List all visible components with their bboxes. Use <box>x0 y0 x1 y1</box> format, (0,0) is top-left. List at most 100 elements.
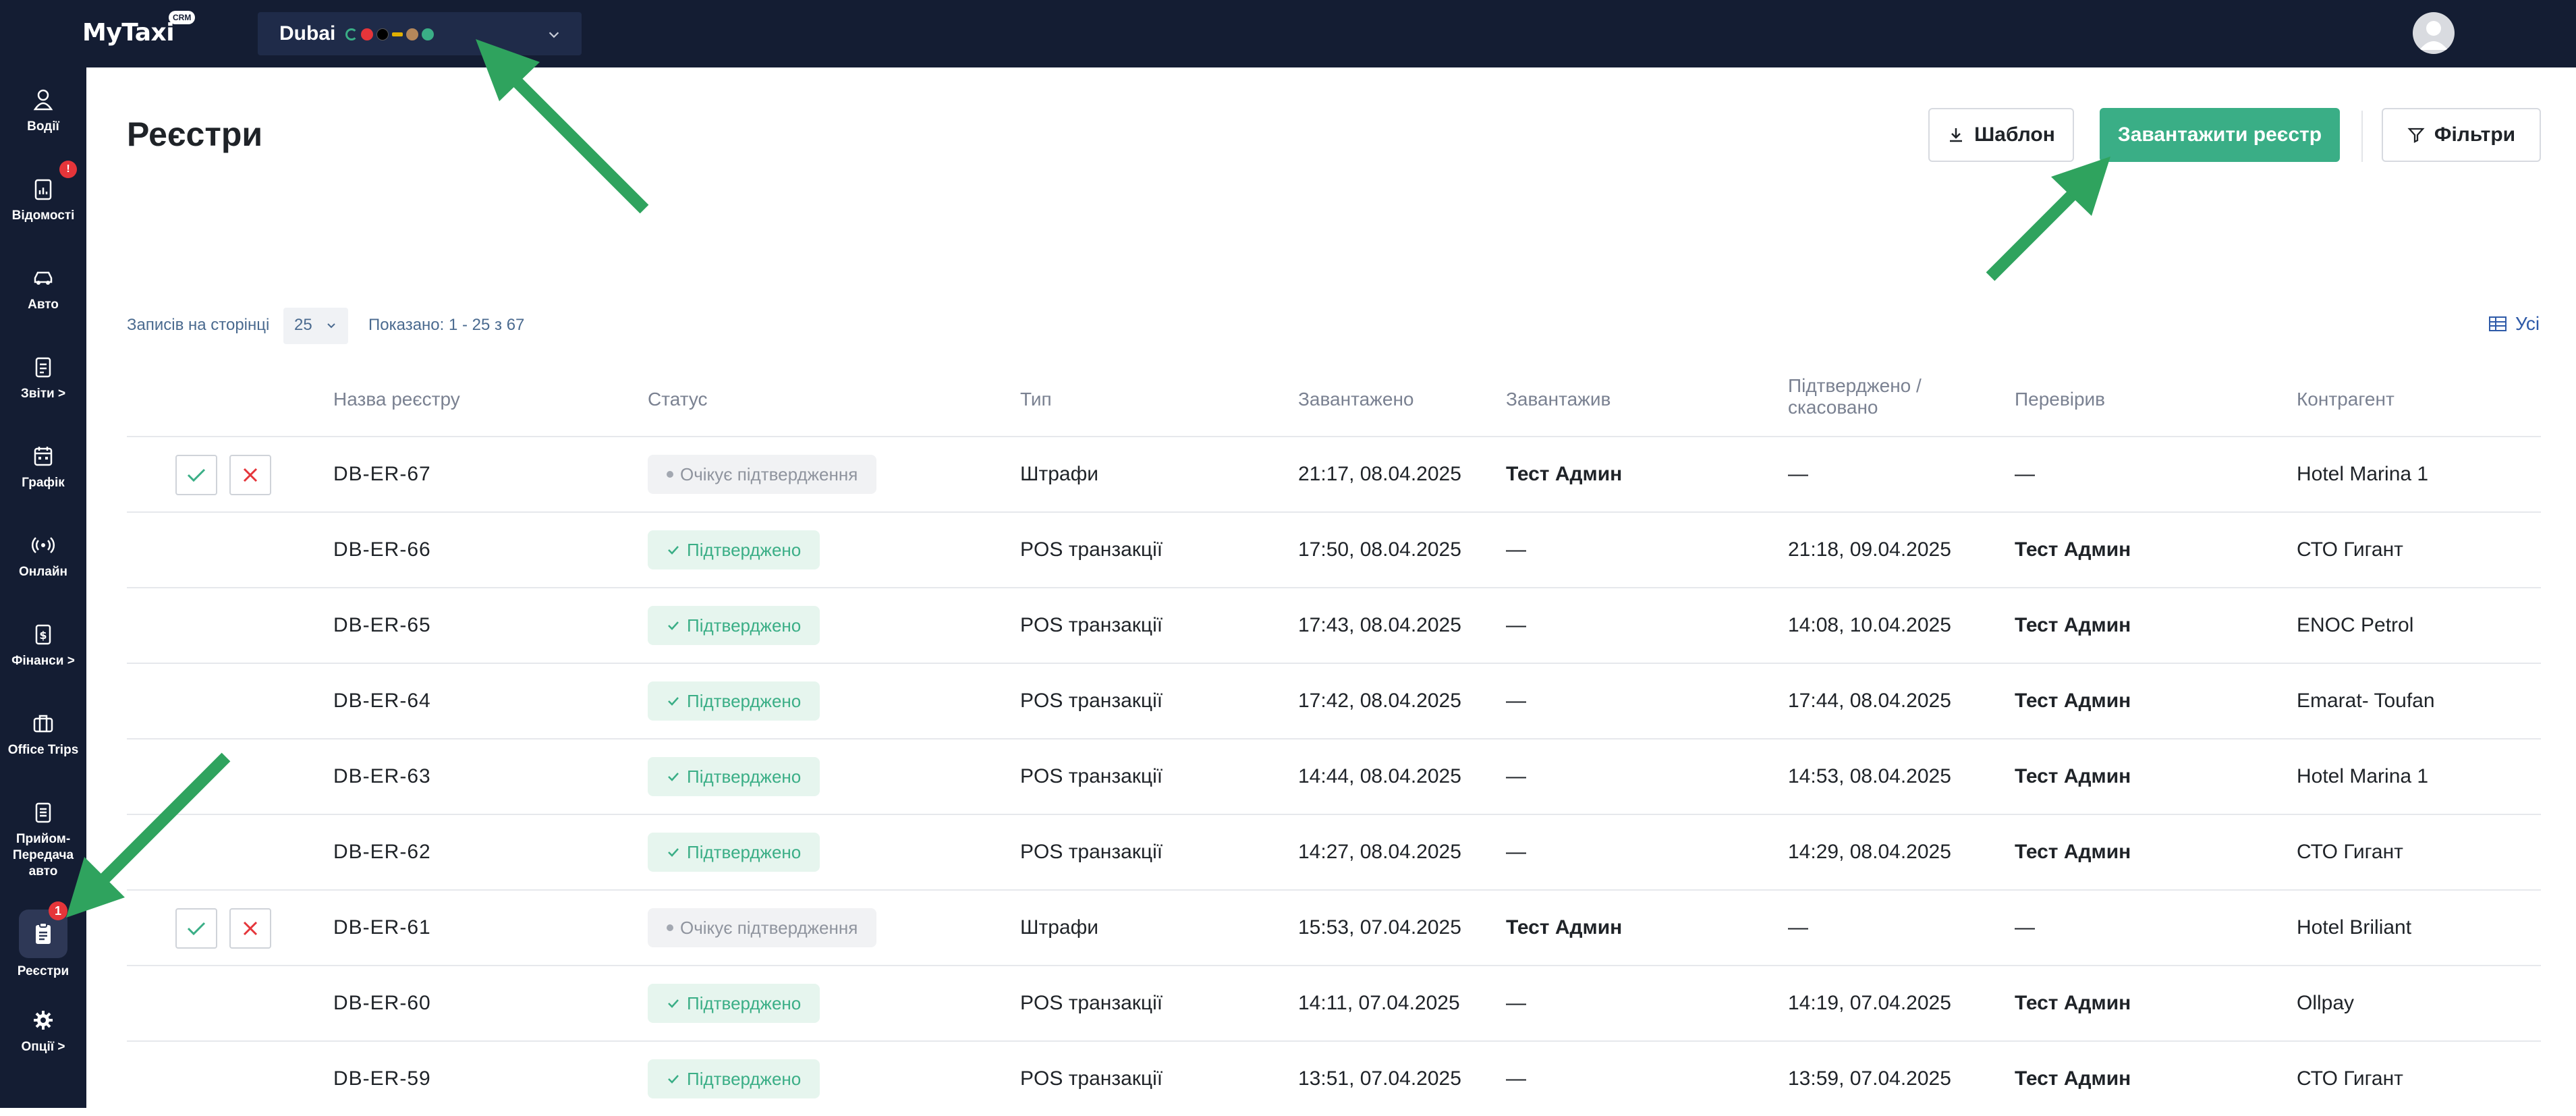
status-badge: Підтверджено <box>648 606 820 645</box>
confirmed-at: 13:59, 07.04.2025 <box>1788 1067 1951 1090</box>
filters-button[interactable]: Фільтри <box>2382 108 2541 162</box>
top-bar: MyTaxi CRM Dubai <box>0 0 2576 67</box>
sidebar-item-statements[interactable]: ! Відомості <box>0 161 86 224</box>
check-icon <box>187 468 206 482</box>
pending-dot-icon <box>667 471 673 478</box>
sidebar-item-office-trips[interactable]: Office Trips <box>0 710 86 758</box>
registry-name[interactable]: DB-ER-66 <box>333 538 431 561</box>
svg-text:$: $ <box>39 629 47 642</box>
table-row[interactable]: DB-ER-63 Підтверджено POS транзакції 14:44,… <box>127 738 2541 814</box>
sidebar-item-online[interactable]: Онлайн <box>0 532 86 580</box>
city-selector[interactable]: Dubai <box>258 12 582 55</box>
sidebar-item-reports[interactable]: Звіти > <box>0 354 86 402</box>
clipboard-chart-icon <box>34 179 52 200</box>
sidebar-item-label: Office Trips <box>7 743 79 757</box>
column-header-uploaded[interactable]: Завантажено <box>1298 389 1414 410</box>
table-row[interactable]: DB-ER-60 Підтверджено POS транзакції 14:11,… <box>127 965 2541 1040</box>
registry-type: Штрафи <box>1020 916 1099 939</box>
registry-name[interactable]: DB-ER-62 <box>333 841 431 863</box>
sidebar-item-finance[interactable]: $ Фінанси > <box>0 621 86 669</box>
user-avatar[interactable] <box>2413 12 2455 54</box>
upload-registry-button[interactable]: Завантажити реєстр <box>2100 108 2340 162</box>
sidebar-item-drivers[interactable]: Водії <box>0 86 86 135</box>
registry-type: POS транзакції <box>1020 614 1163 636</box>
reject-button[interactable] <box>229 908 271 949</box>
confirmed-at: — <box>1788 916 1808 939</box>
registry-name[interactable]: DB-ER-60 <box>333 992 431 1014</box>
registry-name[interactable]: DB-ER-67 <box>333 463 431 485</box>
status-text: Підтверджено <box>687 539 802 560</box>
sidebar-item-label: Водії <box>27 119 59 134</box>
columns-toggle[interactable]: Усі <box>2488 313 2540 335</box>
app-logo[interactable]: MyTaxi <box>82 19 175 47</box>
city-name: Dubai <box>279 22 336 45</box>
checked-by: Тест Админ <box>2015 841 2131 863</box>
registry-type: POS транзакції <box>1020 841 1163 863</box>
document-icon <box>35 802 51 823</box>
check-icon <box>668 621 679 630</box>
column-header-status[interactable]: Статус <box>648 389 708 410</box>
column-header-type[interactable]: Тип <box>1020 389 1052 410</box>
confirmed-at: — <box>1788 463 1808 485</box>
checked-by: Тест Админ <box>2015 1067 2131 1090</box>
sidebar-item-label: Звіти > <box>20 387 66 401</box>
status-text: Підтверджено <box>687 766 802 787</box>
status-badge: Очікує підтвердження <box>648 455 877 494</box>
registry-name[interactable]: DB-ER-59 <box>333 1067 431 1090</box>
sidebar-item-cars[interactable]: Авто <box>0 264 86 313</box>
sidebar-item-registries[interactable]: 1 Реєстри <box>0 901 86 980</box>
sidebar-item-schedule[interactable]: Графік <box>0 443 86 491</box>
logo-badge: CRM <box>169 11 196 24</box>
uploaded-at: 14:11, 07.04.2025 <box>1298 992 1460 1014</box>
column-header-checker[interactable]: Перевірив <box>2015 389 2106 410</box>
per-page-label: Записів на сторінці <box>127 316 270 334</box>
checked-by: — <box>2015 463 2035 485</box>
checked-by: Тест Админ <box>2015 538 2131 561</box>
registry-type: POS транзакції <box>1020 992 1163 1014</box>
registry-name[interactable]: DB-ER-65 <box>333 614 431 636</box>
table-icon <box>2489 316 2507 331</box>
column-header-name[interactable]: Назва реєстру <box>333 389 460 410</box>
table-row[interactable]: DB-ER-62 Підтверджено POS транзакції 14:27,… <box>127 814 2541 889</box>
status-badge: Підтверджено <box>648 681 820 721</box>
counterparty: Ollpay <box>2297 992 2355 1014</box>
registry-name[interactable]: DB-ER-64 <box>333 690 431 712</box>
approve-button[interactable] <box>175 455 217 495</box>
table-row[interactable]: DB-ER-59 Підтверджено POS транзакції 13:51,… <box>127 1040 2541 1116</box>
close-icon <box>243 468 258 482</box>
table-row[interactable]: DB-ER-67 Очікує підтвердження Штрафи 21:17,… <box>127 436 2541 511</box>
registry-name[interactable]: DB-ER-61 <box>333 916 431 939</box>
template-button-label: Шаблон <box>1974 123 2055 146</box>
sidebar-item-label: Фінанси > <box>11 654 75 668</box>
download-icon <box>1950 128 1963 142</box>
sidebar-item-label: Опції > <box>21 1040 65 1054</box>
uploaded-at: 14:27, 08.04.2025 <box>1298 841 1461 863</box>
counterparty: Emarat- Toufan <box>2297 690 2435 712</box>
uploaded-by: — <box>1506 614 1526 636</box>
approve-button[interactable] <box>175 908 217 949</box>
sidebar-item-label: Онлайн <box>18 565 68 579</box>
template-download-button[interactable]: Шаблон <box>1928 108 2074 162</box>
uploaded-by: — <box>1506 690 1526 712</box>
checked-by: Тест Админ <box>2015 690 2131 712</box>
column-header-confirmed[interactable]: Підтверджено / скасовано <box>1788 375 1922 418</box>
sidebar: Водії ! Відомості Авто Звіти > Графік Он… <box>0 67 86 1108</box>
table-row[interactable]: DB-ER-65 Підтверджено POS транзакції 17:43,… <box>127 587 2541 663</box>
counterparty: Hotel Briliant <box>2297 916 2412 939</box>
table-row[interactable]: DB-ER-66 Підтверджено POS транзакції 17:50,… <box>127 511 2541 587</box>
status-up-icon <box>422 28 434 40</box>
status-badge: Підтверджено <box>648 757 820 796</box>
registry-name[interactable]: DB-ER-63 <box>333 765 431 787</box>
confirmed-at: 14:29, 08.04.2025 <box>1788 841 1951 863</box>
column-header-uploader[interactable]: Завантажив <box>1506 389 1611 410</box>
uploaded-at: 15:53, 07.04.2025 <box>1298 916 1461 939</box>
status-badge: Очікує підтвердження <box>648 908 877 947</box>
column-header-counterparty[interactable]: Контрагент <box>2297 389 2395 410</box>
sidebar-item-car-handover[interactable]: Прийом-Передача авто <box>0 799 86 880</box>
reject-button[interactable] <box>229 455 271 495</box>
table-row[interactable]: DB-ER-64 Підтверджено POS транзакції 17:42,… <box>127 663 2541 738</box>
table-row[interactable]: DB-ER-61 Очікує підтвердження Штрафи 15:53,… <box>127 889 2541 965</box>
sidebar-item-options[interactable]: Опції > <box>0 1007 86 1055</box>
per-page-select[interactable]: 25 <box>283 308 348 344</box>
page-title: Реєстри <box>127 115 263 153</box>
